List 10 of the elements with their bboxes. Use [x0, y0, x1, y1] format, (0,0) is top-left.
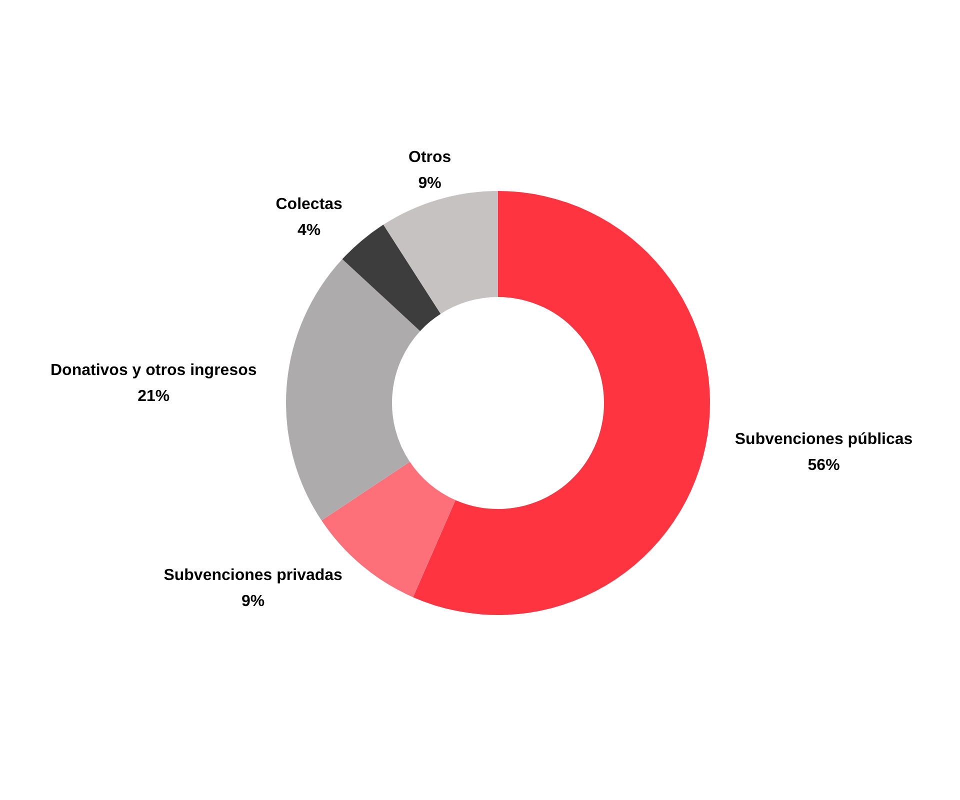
data-label: 9%	[418, 175, 442, 192]
slice-label: Donativos y otros ingresos	[50, 362, 257, 380]
slice-label: Subvenciones públicas	[734, 430, 913, 448]
slice-label: Subvenciones privadas	[164, 566, 343, 584]
data-label: 9%	[242, 592, 265, 610]
data-label: 4%	[298, 222, 321, 240]
data-label: 56%	[808, 456, 840, 474]
data-label: 21%	[138, 388, 170, 406]
slice-label: Otros	[408, 149, 452, 166]
slice-label: Colectas	[276, 196, 343, 214]
